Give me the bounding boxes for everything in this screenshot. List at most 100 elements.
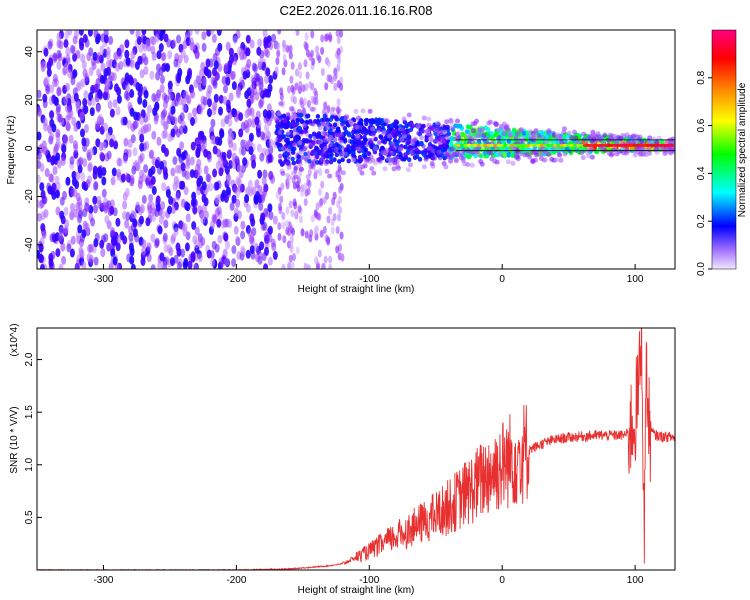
snr-frame <box>36 327 676 571</box>
snr-y-ticks: 0.5 1.0 1.5 2.0 <box>24 352 42 524</box>
spectrogram-cell-2966 <box>297 125 303 131</box>
spectrogram-cell-3497 <box>369 166 375 172</box>
spectrogram-cell-2790 <box>334 142 339 147</box>
spectrogram-cell-366 <box>124 49 130 59</box>
spectrogram-cell-1095 <box>265 130 271 140</box>
spectrogram-cell-974 <box>255 73 261 83</box>
spectrogram-cell-3296 <box>419 135 424 141</box>
spectrogram-cell-1502 <box>336 213 341 222</box>
spectrogram-cell-2872 <box>449 136 454 141</box>
spectrogram-cell-1249 <box>223 63 229 73</box>
spectrogram-y-tick-label-3: 20 <box>24 94 35 106</box>
spectrogram-cell-3513 <box>586 153 592 159</box>
spectrogram-cell-3354 <box>581 131 587 137</box>
spectrogram-cell-1212 <box>206 249 212 259</box>
spectrogram-cell-706 <box>37 240 43 250</box>
spectrogram-cell-1104 <box>234 113 239 123</box>
spectrogram-cell-467 <box>267 83 273 93</box>
spectrogram-cell-3474 <box>448 158 454 164</box>
spectrogram-cell-862 <box>272 250 278 260</box>
spectrogram-cell-1094 <box>115 242 121 252</box>
spectrogram-cell-3380 <box>389 150 395 156</box>
spectrogram-cell-2276 <box>329 152 334 158</box>
spectrogram-cell-3492 <box>558 157 564 163</box>
spectrogram-cell-2727 <box>419 140 424 146</box>
spectrogram-cell-3079 <box>626 139 632 145</box>
spectrogram-cell-3311 <box>314 169 320 175</box>
spectrogram-cell-3518 <box>534 152 539 158</box>
spectrogram-cell-3294 <box>371 170 377 176</box>
spectrogram-cell-1093 <box>69 248 75 258</box>
spectrogram-cell-1049 <box>222 231 228 241</box>
spectrogram-cell-558 <box>251 186 257 196</box>
spectrogram-cell-3407 <box>434 126 440 132</box>
spectrogram-cell-858 <box>141 239 147 249</box>
spectrogram-cell-658 <box>238 128 244 138</box>
colorbar-ticks: 0.0 0.2 0.4 0.6 0.8 <box>696 70 712 276</box>
spectrogram-cell-867 <box>157 225 163 235</box>
snr-y-label: SNR (10 * V/V) <box>9 406 20 473</box>
spectrogram-cell-112 <box>100 248 106 258</box>
spectrogram-cell-251 <box>113 140 119 150</box>
spectrogram-cell-1365 <box>295 246 300 255</box>
spectrogram-cell-1465 <box>294 68 299 77</box>
spectrogram-cell-846 <box>262 109 268 119</box>
spectrogram-cell-1084 <box>203 148 209 158</box>
spectrogram-cell-908 <box>73 208 79 218</box>
spectrogram-cell-1546 <box>324 234 329 243</box>
spectrogram-cell-504 <box>93 204 98 214</box>
spectrogram-cell-3104 <box>480 127 486 133</box>
spectrogram-cell-1284 <box>233 184 238 194</box>
spectrogram-cell-417 <box>137 180 143 190</box>
spectrogram-cell-3445 <box>651 136 656 142</box>
spectrogram-cell-973 <box>253 194 259 204</box>
spectrogram-cell-967 <box>51 94 57 104</box>
spectrogram-cell-469 <box>106 150 112 160</box>
spectrogram-cell-2669 <box>289 133 294 139</box>
spectrogram-cell-1020 <box>224 257 230 267</box>
spectrogram-cell-907 <box>249 107 255 117</box>
spectrogram-cell-1406 <box>326 59 331 68</box>
spectrogram-cell-2962 <box>281 134 287 140</box>
spectrogram-cell-330 <box>141 194 147 204</box>
spectrogram-cell-3127 <box>372 145 378 151</box>
spectrogram-cell-1362 <box>310 30 315 39</box>
spectrogram-cell-831 <box>118 61 124 70</box>
spectrogram-cell-3526 <box>572 129 577 135</box>
spectrogram-cell-754 <box>200 236 206 246</box>
spectrogram-cell-811 <box>259 50 265 59</box>
spectrogram-cell-606 <box>268 145 274 155</box>
spectrogram-cell-1102 <box>167 205 172 215</box>
spectrogram-cell-3559 <box>283 146 289 152</box>
spectrogram-cell-2746 <box>346 132 352 138</box>
spectrogram-cell-3539 <box>285 130 291 136</box>
spectrogram-cell-743 <box>143 89 149 99</box>
spectrogram-cell-3338 <box>497 151 503 157</box>
spectrogram-cell-3534 <box>369 138 375 144</box>
spectrogram-cell-3429 <box>336 108 342 114</box>
spectrogram-cell-1232 <box>263 88 269 98</box>
spectrogram-cell-715 <box>56 86 62 96</box>
spectrogram-cell-3532 <box>538 152 544 158</box>
spectrogram-cell-1090 <box>212 79 218 89</box>
spectrogram-cell-641 <box>43 47 49 57</box>
spectrogram-cell-1493 <box>317 212 322 221</box>
spectrogram-cell-1208 <box>103 204 109 214</box>
spectrogram-cell-764 <box>80 53 86 63</box>
spectrogram-cell-3461 <box>355 133 361 139</box>
spectrogram-y-tick-label-4: 40 <box>24 46 35 58</box>
spectrogram-cell-1223 <box>113 51 119 61</box>
spectrogram-cell-3342 <box>309 106 315 112</box>
colorbar-label: Normalized spectral amplitude <box>737 82 748 217</box>
spectrogram-cell-842 <box>149 35 155 45</box>
spectrogram-cell-306 <box>233 225 239 235</box>
spectrogram-cell-1060 <box>210 135 216 145</box>
spectrogram-cell-1315 <box>318 188 322 197</box>
spectrogram-cell-859 <box>37 199 40 209</box>
spectrogram-cell-2503 <box>328 159 334 165</box>
spectrogram-cell-832 <box>210 118 216 128</box>
spectrogram-cell-1247 <box>170 235 176 245</box>
spectrogram-cell-892 <box>228 92 234 102</box>
spectrogram-cell-3142 <box>401 116 407 122</box>
spectrogram-cell-3423 <box>357 166 363 172</box>
